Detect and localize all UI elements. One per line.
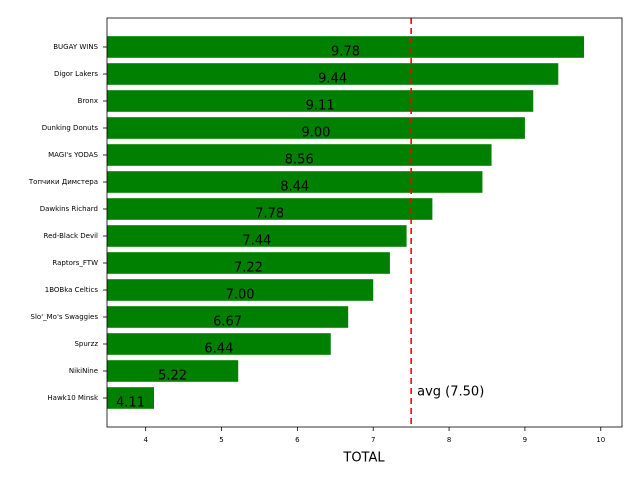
x-tick-label: 10 [596, 436, 605, 444]
value-label: 8.44 [280, 180, 309, 195]
bar [107, 279, 374, 301]
value-label: 7.00 [226, 288, 255, 303]
value-label: 9.11 [306, 99, 335, 114]
value-label: 9.44 [318, 72, 347, 87]
value-label: 6.67 [213, 315, 242, 330]
y-tick-label: Топчики Димстера [28, 178, 98, 186]
y-tick-label: Slo'_Mo's Swaggies [31, 313, 99, 321]
bar [107, 252, 390, 274]
y-tick-label: Raptors_FTW [52, 259, 98, 267]
y-tick-label: BUGAY WINS [53, 43, 98, 51]
x-tick-label: 9 [523, 436, 527, 444]
avg-label: avg (7.50) [417, 385, 484, 400]
value-label: 9.00 [301, 126, 330, 141]
x-axis-label: TOTAL [342, 451, 385, 466]
y-tick-label: Spurzz [74, 340, 98, 348]
plot-frame [106, 17, 623, 428]
bar [107, 63, 559, 85]
x-tick-label: 8 [447, 436, 451, 444]
bar [107, 90, 534, 112]
x-tick-label: 6 [295, 436, 300, 444]
value-label: 7.78 [255, 207, 284, 222]
bar [107, 144, 492, 166]
value-label: 7.22 [234, 261, 263, 276]
x-tick-label: 5 [219, 436, 223, 444]
value-label: 9.78 [331, 45, 360, 60]
y-tick-label: Bronx [78, 97, 98, 105]
bar [107, 333, 331, 355]
value-label: 4.11 [116, 396, 145, 411]
value-label: 5.22 [158, 369, 187, 384]
bar [107, 360, 239, 382]
bar [107, 171, 483, 193]
x-tick-label: 4 [143, 436, 148, 444]
y-tick-label: Dawkins Richard [40, 205, 98, 213]
bar [107, 117, 525, 139]
x-tick-label: 7 [371, 436, 375, 444]
bar [107, 36, 585, 58]
y-tick-label: NikiNine [69, 367, 98, 375]
y-tick-label: 1BOBka Celtics [45, 286, 99, 294]
y-tick-label: Red-Black Devil [44, 232, 99, 240]
y-tick-label: Digor Lakers [54, 70, 98, 78]
y-tick-label: MAGI's YODAS [48, 151, 98, 159]
bar [107, 198, 433, 220]
value-label: 8.56 [285, 153, 314, 168]
bar [107, 387, 155, 409]
value-label: 7.44 [242, 234, 271, 249]
value-label: 6.44 [204, 342, 233, 357]
y-tick-label: Hawk10 Minsk [47, 394, 99, 402]
bar [107, 306, 349, 328]
bar [107, 225, 407, 247]
y-tick-label: Dunking Donuts [42, 124, 99, 132]
